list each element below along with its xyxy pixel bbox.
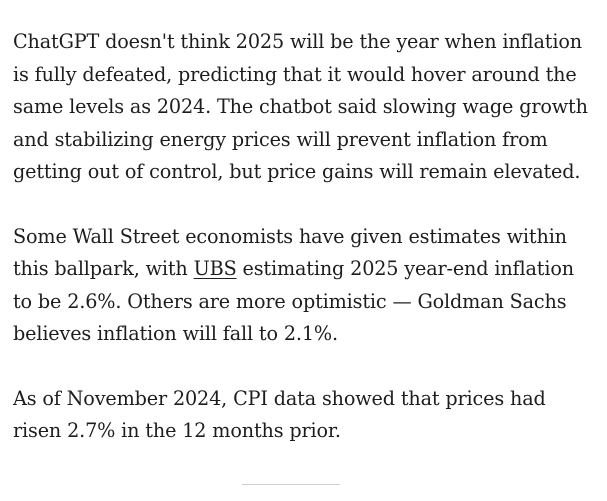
text-line-with-link: this ballpark, with UBS estimating 2025 … <box>13 253 593 286</box>
text-line: Some Wall Street economists have given e… <box>13 224 567 248</box>
text-line: and stabilizing energy prices will preve… <box>13 127 548 151</box>
paragraph-cpi-data: As of November 2024, CPI data showed tha… <box>13 383 593 448</box>
ubs-link[interactable]: UBS <box>193 257 237 280</box>
paragraph-economist-estimates: Some Wall Street economists have given e… <box>13 221 593 351</box>
paragraph-chatgpt-forecast: ChatGPT doesn't think 2025 will be the y… <box>13 26 593 189</box>
text-line: same levels as 2024. The chatbot said sl… <box>13 95 588 118</box>
text-line: believes inflation will fall to 2.1%. <box>13 322 338 345</box>
text-fragment: estimating 2025 year-end inflation <box>236 257 575 280</box>
text-line: getting out of control, but price gains … <box>13 160 581 183</box>
text-line: is fully defeated, predicting that it wo… <box>13 62 577 86</box>
article-body: ChatGPT doesn't think 2025 will be the y… <box>13 26 593 480</box>
text-line: ChatGPT doesn't think 2025 will be the y… <box>13 30 582 53</box>
text-line: As of November 2024, CPI data showed tha… <box>13 386 546 410</box>
text-fragment: this ballpark, with <box>13 257 194 280</box>
section-divider <box>242 484 340 485</box>
text-line: risen 2.7% in the 12 months prior. <box>13 419 341 442</box>
text-line: to be 2.6%. Others are more optimistic —… <box>13 289 567 313</box>
